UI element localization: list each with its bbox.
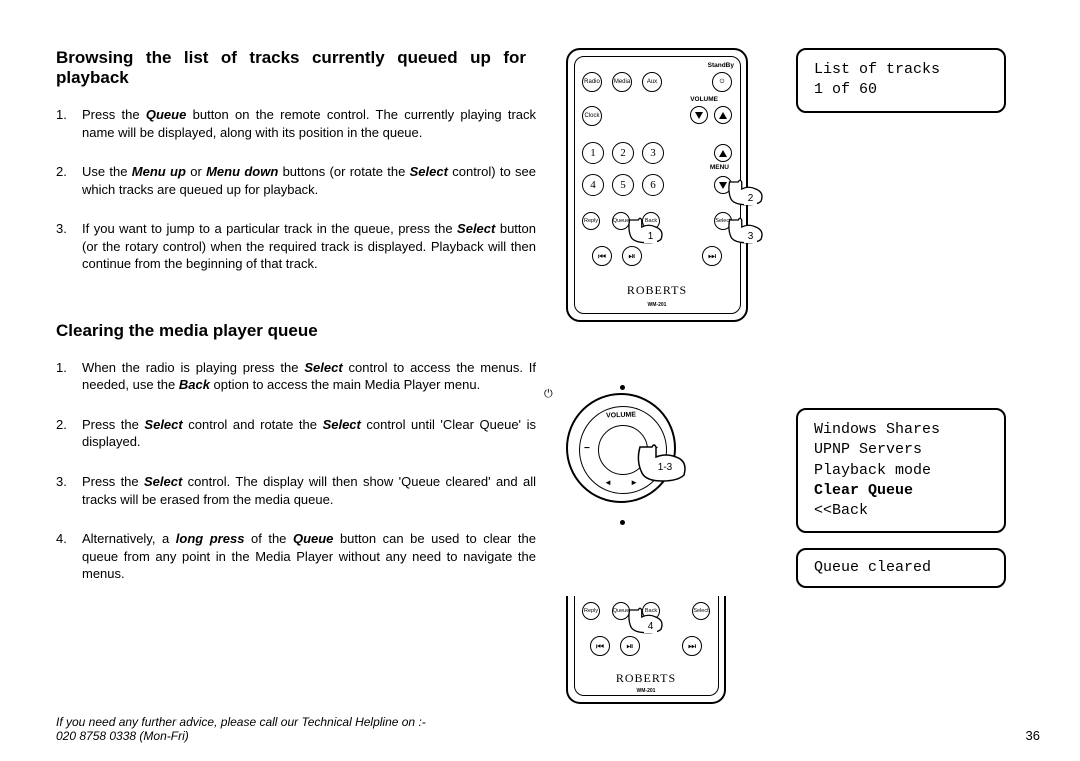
clock-button: Clock	[582, 106, 602, 126]
next-track-button: ⏭	[702, 246, 722, 266]
s1-i1-text: Press the Queue button on the remote con…	[82, 107, 536, 140]
heading1-line2: playback	[56, 68, 129, 88]
s2-i3-text: Press the Select control. The display wi…	[82, 474, 536, 507]
s2-item3: 3.Press the Select control. The display …	[82, 473, 536, 508]
standby-label: StandBy	[708, 62, 734, 69]
model-label: WM-201	[648, 302, 667, 308]
brand-label: ROBERTS	[627, 283, 687, 298]
footer: If you need any further advice, please c…	[56, 715, 1040, 743]
screen1-l2: 1 of 60	[814, 80, 988, 100]
hand-3: 3	[726, 208, 768, 246]
screen3-l1: Queue cleared	[814, 558, 988, 578]
select-button-2: Select	[692, 602, 710, 620]
s2-i2-text: Press the Select control and rotate the …	[82, 417, 536, 450]
vol-down-button	[690, 106, 708, 124]
footer-line1: If you need any further advice, please c…	[56, 715, 426, 729]
preset-6: 6	[642, 174, 664, 196]
preset-2: 2	[612, 142, 634, 164]
s1-item1: 1.Press the Queue button on the remote c…	[82, 106, 536, 141]
heading-browsing: Browsing the list of tracks currently qu…	[56, 48, 526, 88]
preset-4: 4	[582, 174, 604, 196]
hand-dial: 1-3	[634, 433, 690, 483]
next-track-button-2: ⏭	[682, 636, 702, 656]
prev-track-button-2: ⏮	[590, 636, 610, 656]
media-button: Media	[612, 72, 632, 92]
hand-1: 1	[626, 208, 668, 246]
radio-button: Radio	[582, 72, 602, 92]
screen2-l3: Playback mode	[814, 461, 988, 481]
s1-i2-text: Use the Menu up or Menu down buttons (or…	[82, 164, 536, 197]
section2-list: 1.When the radio is playing press the Se…	[56, 359, 536, 583]
s2-i1-text: When the radio is playing press the Sele…	[82, 360, 536, 393]
power-button: ⏻	[712, 72, 732, 92]
play-pause-button-2: ⏯	[620, 636, 640, 656]
hand-4: 4	[626, 598, 668, 636]
power-icon: ⏻	[544, 388, 553, 401]
preset-1: 1	[582, 142, 604, 164]
s1-item2: 2.Use the Menu up or Menu down buttons (…	[82, 163, 536, 198]
screen2-l5: <<Back	[814, 501, 988, 521]
dial-illustration: ⏻ VOLUME − + ◄ ► 1-3	[566, 393, 676, 503]
remote-small-illustration: Reply Queue Back Select ⏮ ⏯ ⏭ ROBERTS WM…	[566, 596, 726, 704]
screen-1: List of tracks 1 of 60	[796, 48, 1006, 113]
preset-3: 3	[642, 142, 664, 164]
aux-button: Aux	[642, 72, 662, 92]
s2-item1: 1.When the radio is playing press the Se…	[82, 359, 536, 394]
dial-volume-label: VOLUME	[606, 411, 636, 419]
heading1-line1: Browsing the list of tracks currently qu…	[56, 48, 526, 67]
reply-button: Reply	[582, 212, 600, 230]
s1-i3-text: If you want to jump to a particular trac…	[82, 221, 536, 271]
page-number: 36	[1026, 728, 1040, 743]
s2-item4: 4.Alternatively, a long press of the Que…	[82, 530, 536, 583]
volume-label: VOLUME	[690, 96, 718, 103]
s1-item3: 3.If you want to jump to a particular tr…	[82, 220, 536, 273]
footer-line2: 020 8758 0338 (Mon-Fri)	[56, 729, 426, 743]
screen-3: Queue cleared	[796, 548, 1006, 588]
screen-2: Windows Shares UPNP Servers Playback mod…	[796, 408, 1006, 533]
prev-track-button: ⏮	[592, 246, 612, 266]
s2-item2: 2.Press the Select control and rotate th…	[82, 416, 536, 451]
play-pause-button: ⏯	[622, 246, 642, 266]
screen1-l1: List of tracks	[814, 60, 988, 80]
hand-2: 2	[726, 170, 768, 208]
vol-up-button	[714, 106, 732, 124]
screen2-l1: Windows Shares	[814, 420, 988, 440]
s2-i4-text: Alternatively, a long press of the Queue…	[82, 531, 536, 581]
model-label-2: WM-201	[637, 688, 656, 694]
reply-button-2: Reply	[582, 602, 600, 620]
screen2-l4: Clear Queue	[814, 481, 988, 501]
preset-5: 5	[612, 174, 634, 196]
menu-up-button	[714, 144, 732, 162]
heading-clearing: Clearing the media player queue	[56, 321, 536, 341]
section1-list: 1.Press the Queue button on the remote c…	[56, 106, 536, 273]
remote-illustration: StandBy Radio Media Aux ⏻ VOLUME Clock 1…	[566, 48, 748, 322]
screen2-l2: UPNP Servers	[814, 440, 988, 460]
brand-label-2: ROBERTS	[616, 671, 676, 686]
